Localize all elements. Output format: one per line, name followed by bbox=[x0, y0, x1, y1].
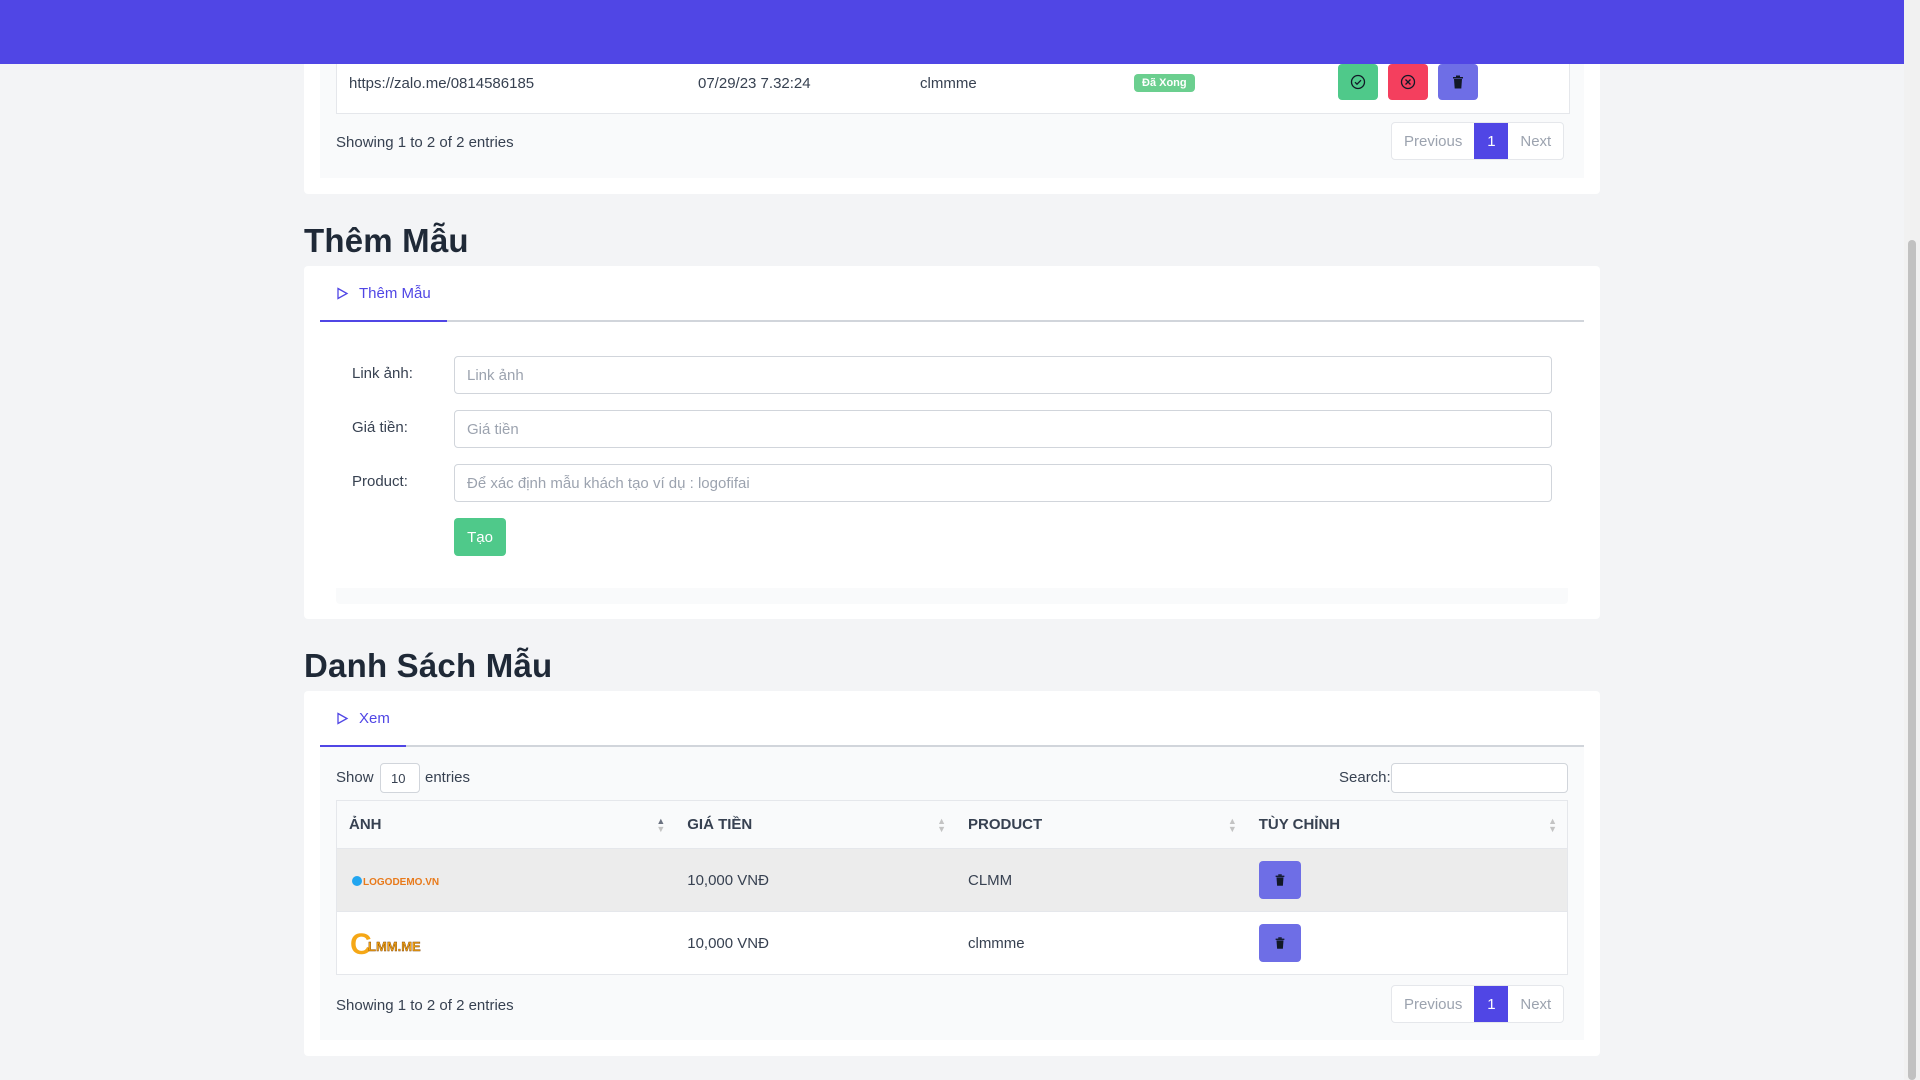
play-outline-icon bbox=[337, 711, 349, 725]
image-link-input[interactable] bbox=[454, 356, 1552, 394]
trash-icon bbox=[1275, 937, 1285, 949]
approve-button[interactable] bbox=[1338, 64, 1378, 100]
trash-icon bbox=[1275, 874, 1285, 886]
add-template-tabbar: Thêm Mẫu bbox=[320, 266, 1584, 322]
trash-icon bbox=[1453, 75, 1463, 89]
search-input[interactable] bbox=[1391, 763, 1568, 793]
entries-label: entries bbox=[425, 769, 471, 786]
column-header-product[interactable]: PRODUCT ▲ ▼ bbox=[955, 800, 1247, 849]
delete-template-button[interactable] bbox=[1258, 924, 1301, 962]
status-badge: Đã Xong bbox=[1134, 74, 1195, 92]
delete-template-button[interactable] bbox=[1258, 861, 1301, 899]
clmm-logo-image: C LMM.ME bbox=[350, 928, 421, 959]
logodemo-logo-image: LOGODEMO.VN bbox=[352, 876, 439, 888]
table-header-row: ẢNH ▲ ▼ GIÁ TIỀN ▲ ▼ PRODUCT ▲ ▼ TÙY CHỈNH ▲ ▼ bbox=[336, 800, 1568, 849]
sort-icon: ▲ ▼ bbox=[1548, 816, 1557, 834]
image-link-label: Link ảnh: bbox=[352, 365, 413, 382]
sort-icon: ▲ ▼ bbox=[1227, 816, 1237, 834]
add-template-heading: Thêm Mẫu bbox=[304, 222, 469, 259]
tab-label: Thêm Mẫu bbox=[359, 284, 431, 302]
template-product: clmmme bbox=[955, 911, 1247, 975]
next-button[interactable]: Next bbox=[1520, 995, 1552, 1013]
page-length-select[interactable]: 10 bbox=[380, 763, 420, 793]
play-outline-icon bbox=[337, 286, 349, 300]
price-input[interactable] bbox=[454, 410, 1552, 448]
reject-button[interactable] bbox=[1388, 64, 1428, 100]
column-header-image[interactable]: ẢNH ▲ ▼ bbox=[336, 800, 676, 849]
tab-add-template[interactable]: Thêm Mẫu bbox=[320, 266, 447, 322]
sort-icon: ▲ ▼ bbox=[937, 816, 946, 834]
template-actions-cell bbox=[1246, 848, 1568, 912]
order-link: https://zalo.me/0814586185 bbox=[349, 75, 535, 92]
search-label: Search: bbox=[1339, 769, 1391, 786]
template-price: 10,000 VNĐ bbox=[675, 848, 956, 912]
top-navbar bbox=[0, 0, 1904, 64]
page-1-button[interactable]: 1 bbox=[1474, 123, 1509, 159]
template-pagination: Previous 1 Next bbox=[1391, 985, 1565, 1023]
show-label: Show bbox=[336, 769, 374, 786]
template-table: ẢNH ▲ ▼ GIÁ TIỀN ▲ ▼ PRODUCT ▲ ▼ TÙY CHỈNH ▲ ▼ L… bbox=[336, 800, 1568, 975]
column-header-price[interactable]: GIÁ TIỀN ▲ ▼ bbox=[675, 800, 956, 849]
x-circle-icon bbox=[1400, 74, 1416, 90]
page-1-button[interactable]: 1 bbox=[1474, 986, 1509, 1022]
order-date: 07/29/23 7.32:24 bbox=[698, 75, 811, 92]
template-list-heading: Danh Sách Mẫu bbox=[304, 647, 553, 684]
sort-asc-icon: ▲ ▼ bbox=[656, 816, 666, 834]
template-list-tabbar: Xem bbox=[320, 691, 1584, 747]
price-label: Giá tiền: bbox=[352, 419, 408, 436]
page-scrollbar[interactable] bbox=[1904, 0, 1920, 1080]
add-template-form-wrapper: Link ảnh: Giá tiền: Product: Tạo bbox=[336, 340, 1568, 604]
svg-text:C: C bbox=[350, 928, 372, 959]
template-showing-info: Showing 1 to 2 of 2 entries bbox=[336, 997, 514, 1014]
column-header-actions[interactable]: TÙY CHỈNH ▲ ▼ bbox=[1246, 800, 1568, 849]
orders-pagination: Previous 1 Next bbox=[1391, 122, 1565, 160]
create-button[interactable]: Tạo bbox=[454, 518, 506, 556]
order-product: clmmme bbox=[920, 75, 977, 92]
template-image-cell: LOGODEMO.VN bbox=[336, 848, 676, 912]
add-template-form: Link ảnh: Giá tiền: Product: Tạo bbox=[336, 340, 1568, 588]
previous-button[interactable]: Previous bbox=[1404, 995, 1463, 1013]
product-label: Product: bbox=[352, 473, 408, 490]
template-actions-cell bbox=[1246, 911, 1568, 975]
tab-label: Xem bbox=[359, 709, 390, 727]
svg-text:LOGODEMO.VN: LOGODEMO.VN bbox=[363, 877, 439, 888]
check-circle-icon bbox=[1350, 74, 1366, 90]
orders-showing-info: Showing 1 to 2 of 2 entries bbox=[336, 134, 514, 151]
scrollbar-thumb[interactable] bbox=[1908, 240, 1916, 1080]
svg-text:LMM.ME: LMM.ME bbox=[368, 939, 421, 954]
template-list-card: Xem Show 10 entries Search: ẢNH ▲ ▼ GIÁ TI… bbox=[304, 691, 1600, 1056]
delete-button[interactable] bbox=[1438, 64, 1478, 100]
tab-view[interactable]: Xem bbox=[320, 691, 406, 747]
previous-button[interactable]: Previous bbox=[1404, 132, 1463, 150]
template-image-cell: C LMM.ME bbox=[336, 911, 676, 975]
next-button[interactable]: Next bbox=[1520, 132, 1552, 150]
table-row: C LMM.ME 10,000 VNĐ clmmme bbox=[336, 911, 1568, 975]
template-table-wrapper: Show 10 entries Search: ẢNH ▲ ▼ GIÁ TIỀN ▲ ▼… bbox=[320, 747, 1584, 1040]
product-input[interactable] bbox=[454, 464, 1552, 502]
template-product: CLMM bbox=[955, 848, 1247, 912]
add-template-card: Thêm Mẫu Link ảnh: Giá tiền: Product: Tạ… bbox=[304, 266, 1600, 619]
table-row: LOGODEMO.VN 10,000 VNĐ CLMM bbox=[336, 848, 1568, 912]
template-price: 10,000 VNĐ bbox=[675, 911, 956, 975]
